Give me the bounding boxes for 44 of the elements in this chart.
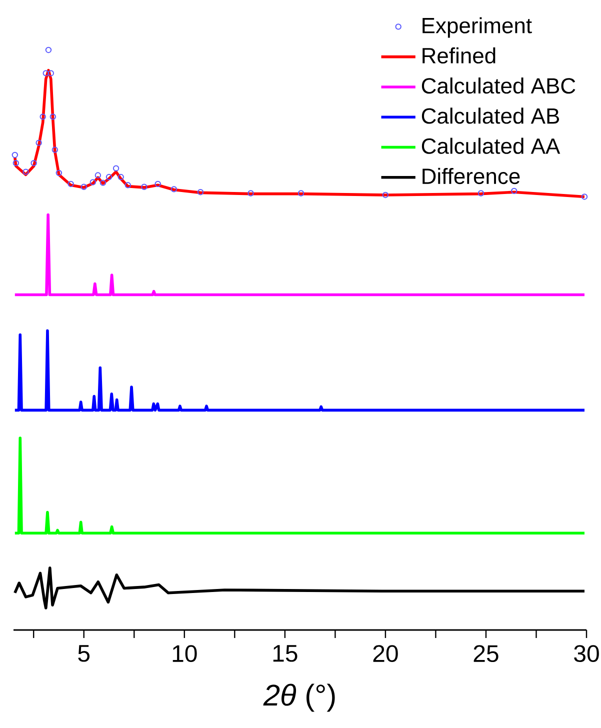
x-tick-label: 30	[574, 645, 599, 662]
point	[42, 70, 49, 76]
point	[90, 179, 96, 186]
point	[22, 168, 29, 175]
x-tick-label: 25	[474, 645, 498, 662]
point	[154, 180, 161, 188]
point	[118, 174, 124, 180]
point	[170, 186, 178, 192]
point	[197, 188, 204, 196]
point	[12, 160, 20, 166]
point	[100, 180, 106, 186]
point	[382, 192, 389, 198]
point	[40, 114, 46, 120]
point	[52, 146, 58, 153]
point	[298, 190, 304, 196]
point	[30, 160, 37, 166]
point	[50, 114, 56, 120]
legend-label: Calculated AB	[422, 108, 560, 124]
point	[36, 140, 42, 146]
point	[56, 170, 62, 176]
legend-label: Calculated ABC	[422, 78, 576, 94]
x-tick-label: 10	[172, 645, 197, 662]
point	[124, 182, 131, 188]
point	[80, 184, 87, 190]
x-tick-label: 15	[273, 645, 298, 662]
point	[12, 152, 18, 158]
point	[141, 184, 148, 190]
point	[511, 188, 518, 194]
point	[581, 194, 588, 200]
point	[45, 46, 52, 54]
point	[94, 172, 102, 178]
point	[106, 174, 112, 180]
point	[478, 190, 484, 196]
point	[248, 190, 254, 196]
x-tick-label: 20	[373, 645, 398, 662]
legend-label: Experiment	[422, 17, 532, 38]
x-axis-title: 2θ (°)	[263, 684, 335, 712]
legend-label: Difference	[422, 168, 520, 184]
legend-label: Calculated AA	[422, 138, 560, 154]
x-tick-label: 5	[78, 645, 90, 662]
point	[48, 70, 54, 76]
legend-label: Refined	[422, 47, 496, 64]
point	[68, 180, 74, 188]
point	[112, 165, 120, 172]
